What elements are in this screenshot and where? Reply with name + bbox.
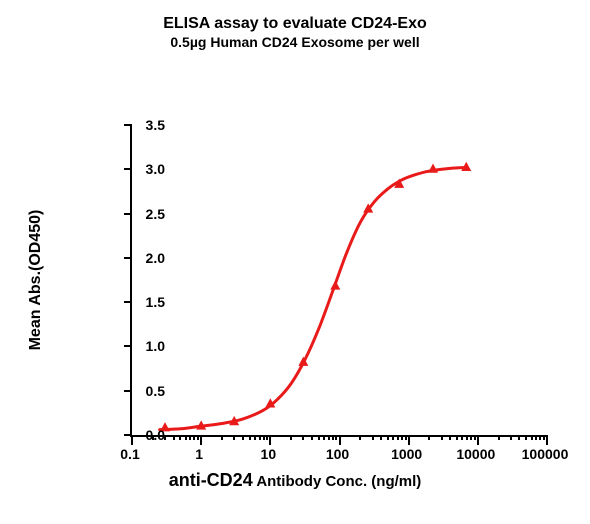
x-minor-tick bbox=[449, 435, 451, 440]
x-axis-label-sub: Antibody Conc. (ng/ml) bbox=[253, 473, 422, 490]
x-minor-tick bbox=[242, 435, 244, 440]
x-minor-tick bbox=[380, 435, 382, 440]
x-minor-tick bbox=[518, 435, 520, 440]
x-tick-label: 100 bbox=[326, 446, 349, 462]
x-tick bbox=[546, 435, 548, 445]
x-tick-label: 1 bbox=[195, 446, 203, 462]
chart-title: ELISA assay to evaluate CD24-Exo bbox=[0, 14, 590, 34]
x-tick-label: 1000 bbox=[391, 446, 422, 462]
x-minor-tick bbox=[397, 435, 399, 440]
x-minor-tick bbox=[543, 435, 545, 440]
x-minor-tick bbox=[525, 435, 527, 440]
y-tick-label: 2.0 bbox=[125, 250, 165, 266]
x-minor-tick bbox=[401, 435, 403, 440]
x-minor-tick bbox=[332, 435, 334, 440]
x-tick bbox=[477, 435, 479, 445]
x-tick-label: 100000 bbox=[522, 446, 569, 462]
fit-curve bbox=[160, 168, 466, 430]
x-minor-tick bbox=[387, 435, 389, 440]
x-minor-tick bbox=[179, 435, 181, 440]
x-minor-tick bbox=[461, 435, 463, 440]
x-minor-tick bbox=[405, 435, 407, 440]
y-tick-label: 1.5 bbox=[125, 294, 165, 310]
x-minor-tick bbox=[266, 435, 268, 440]
x-tick bbox=[200, 435, 202, 445]
chart-subtitle: 0.5µg Human CD24 Exosome per well bbox=[0, 34, 590, 52]
x-minor-tick bbox=[474, 435, 476, 440]
x-minor-tick bbox=[539, 435, 541, 440]
x-minor-tick bbox=[470, 435, 472, 440]
x-minor-tick bbox=[441, 435, 443, 440]
x-axis-label: anti-CD24 Antibody Conc. (ng/ml) bbox=[0, 470, 590, 491]
x-minor-tick bbox=[254, 435, 256, 440]
y-tick-label: 1.0 bbox=[125, 338, 165, 354]
x-minor-tick bbox=[233, 435, 235, 440]
x-tick-label: 10 bbox=[261, 446, 277, 462]
y-tick-label: 0.5 bbox=[125, 383, 165, 399]
x-minor-tick bbox=[323, 435, 325, 440]
x-tick-label: 10000 bbox=[456, 446, 495, 462]
x-minor-tick bbox=[456, 435, 458, 440]
x-minor-tick bbox=[318, 435, 320, 440]
x-axis-label-main: anti-CD24 bbox=[169, 470, 253, 490]
x-minor-tick bbox=[302, 435, 304, 440]
x-minor-tick bbox=[311, 435, 313, 440]
x-minor-tick bbox=[328, 435, 330, 440]
x-minor-tick bbox=[193, 435, 195, 440]
x-minor-tick bbox=[531, 435, 533, 440]
x-tick bbox=[408, 435, 410, 445]
elisa-chart: ELISA assay to evaluate CD24-Exo 0.5µg H… bbox=[0, 0, 590, 524]
y-tick-label: 3.0 bbox=[125, 161, 165, 177]
x-minor-tick bbox=[221, 435, 223, 440]
x-minor-tick bbox=[185, 435, 187, 440]
x-tick-label: 0.1 bbox=[120, 446, 139, 462]
x-tick bbox=[339, 435, 341, 445]
x-tick bbox=[269, 435, 271, 445]
x-minor-tick bbox=[197, 435, 199, 440]
y-tick-label: 0.0 bbox=[125, 427, 165, 443]
x-minor-tick bbox=[259, 435, 261, 440]
x-minor-tick bbox=[498, 435, 500, 440]
x-minor-tick bbox=[359, 435, 361, 440]
x-minor-tick bbox=[249, 435, 251, 440]
data-marker bbox=[330, 280, 340, 289]
x-minor-tick bbox=[290, 435, 292, 440]
x-minor-tick bbox=[263, 435, 265, 440]
x-minor-tick bbox=[173, 435, 175, 440]
chart-title-block: ELISA assay to evaluate CD24-Exo 0.5µg H… bbox=[0, 14, 590, 52]
x-minor-tick bbox=[466, 435, 468, 440]
y-tick-label: 2.5 bbox=[125, 206, 165, 222]
x-minor-tick bbox=[392, 435, 394, 440]
x-minor-tick bbox=[428, 435, 430, 440]
data-series bbox=[132, 125, 547, 435]
x-minor-tick bbox=[510, 435, 512, 440]
x-minor-tick bbox=[189, 435, 191, 440]
y-tick-label: 3.5 bbox=[125, 117, 165, 133]
x-minor-tick bbox=[335, 435, 337, 440]
data-marker bbox=[428, 163, 438, 172]
x-minor-tick bbox=[535, 435, 537, 440]
x-minor-tick bbox=[372, 435, 374, 440]
y-axis-label: Mean Abs.(OD450) bbox=[27, 210, 45, 351]
plot-area bbox=[130, 125, 547, 437]
